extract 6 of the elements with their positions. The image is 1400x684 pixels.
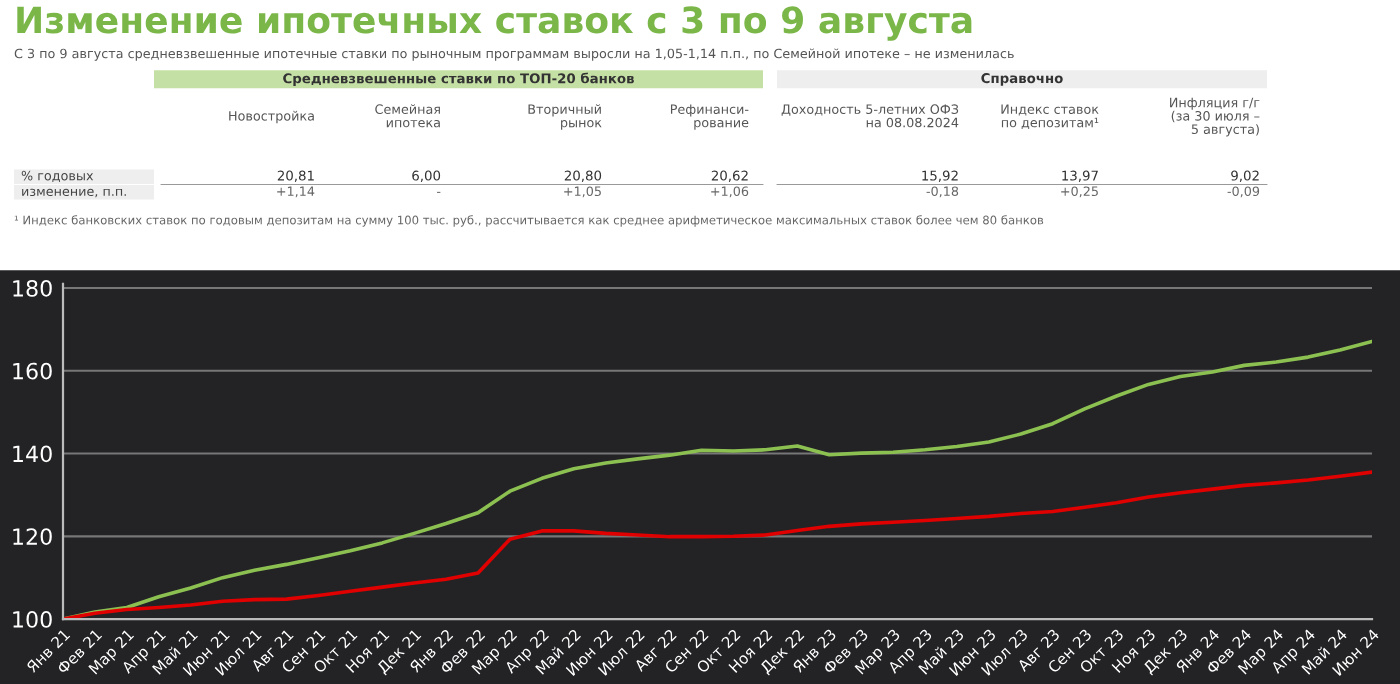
y-tick-label: 100 — [13, 610, 52, 628]
y-tick-label: 140 — [13, 445, 52, 463]
y-tick-label: 180 — [13, 279, 52, 297]
text: Изменение ипотечных ставок с 3 по 9 августа — [17, 6, 972, 41]
y-tick-label: 120 — [13, 528, 52, 546]
y-tick-label: 160 — [13, 362, 52, 380]
